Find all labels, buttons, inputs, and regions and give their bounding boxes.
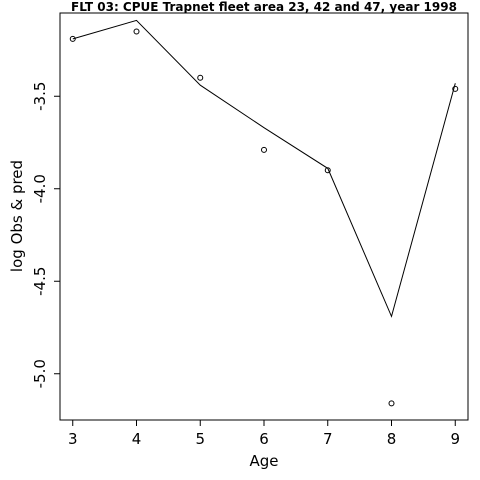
observed-point (452, 85, 459, 92)
predicted-line (72, 19, 456, 318)
observed-point (133, 28, 140, 35)
x-tick-label: 3 (68, 430, 78, 448)
x-axis: 3 4 5 6 7 8 9 (68, 419, 460, 448)
y-tick-label: -4.5 (31, 267, 49, 296)
x-tick-label: 7 (323, 430, 333, 448)
x-tick-label: 8 (387, 430, 397, 448)
observed-point (261, 146, 267, 153)
observed-point (69, 35, 76, 42)
observed-point (324, 167, 331, 174)
x-tick-label: 5 (195, 430, 205, 448)
x-tick-label: 4 (132, 430, 142, 448)
y-tick-label: -5.0 (31, 359, 49, 388)
y-axis: -5.0 -4.5 -4.0 -3.5 (31, 82, 61, 388)
x-tick-label: 6 (259, 430, 269, 448)
y-axis-label: log Obs & pred (8, 160, 26, 272)
x-axis-label: Age (249, 452, 278, 470)
observed-point (197, 74, 204, 81)
observed-points (69, 28, 459, 407)
x-tick-label: 9 (450, 430, 460, 448)
chart-title: FLT 03: CPUE Trapnet fleet area 23, 42 a… (71, 0, 457, 14)
observed-point (388, 400, 395, 407)
y-tick-label: -3.5 (31, 82, 49, 111)
plot-frame (59, 12, 469, 421)
y-tick-label: -4.0 (31, 174, 49, 203)
